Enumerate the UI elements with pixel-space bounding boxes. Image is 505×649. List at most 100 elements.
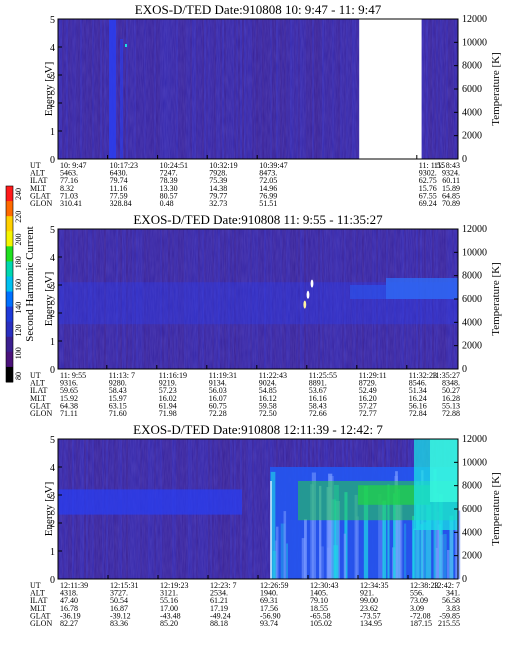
colorbar-swatch [6,306,13,323]
ephemeris-value: 79.10 [310,596,328,605]
ephemeris-table: UTALTILATMLTGLATGLON12:11:394318.47.4016… [30,575,460,628]
ephemeris-value: 72.50 [259,409,277,418]
ephemeris-row-label: GLAT [30,191,51,200]
ephemeris-value: 80.57 [160,191,178,200]
y-tick-label: 2 [50,519,55,530]
ephemeris-value: 15.76 [419,184,437,193]
colorbar-tick-label: 240 [14,188,23,200]
x-tick-label-ut: 10: 9:47 [60,161,86,170]
x-tick-label-ut: 11: 9:55 [60,371,86,380]
y2-tick-label: 0 [462,574,467,585]
ephemeris-value: 16.07 [209,394,227,403]
ephemeris-value: 1940. [260,589,278,598]
y-axis-temperature: 0 2000 4000 6000 8000 10000 12000 Temperature [… [454,14,502,165]
x-tick-label-ut: 11:32:23 [409,371,437,380]
ephemeris-value: 6430. [110,169,128,178]
ephemeris-value: 3.09 [410,604,424,613]
x-tick-label-ut: 11:22:43 [259,371,287,380]
ephemeris-value: 71.11 [60,409,78,418]
y-axis-label: Energy [eV] [43,272,55,326]
ephemeris-row-label: ALT [30,589,45,598]
y-axis-energy: 0 1 2 3 4 5 Energy [eV] [43,15,62,166]
ephemeris-value: 56.03 [209,386,227,395]
ephemeris-value: 17.19 [210,604,228,613]
ephemeris-value: 58.43 [109,386,127,395]
ephemeris-value: 16.28 [442,394,460,403]
colorbar-tick-label: 220 [14,211,23,223]
x-tick-label-ut: 11: 8:43 [434,161,460,170]
ephemeris-value: 55.16 [160,596,178,605]
ephemeris-value: 13.30 [160,184,178,193]
ephemeris-value: 72.77 [359,409,377,418]
y2-tick-label: 8000 [462,61,482,72]
colorbar-swatch [6,186,13,202]
colorbar-tick-label: 160 [14,279,23,291]
ephemeris-value: -43.48 [160,611,181,620]
y2-tick-label: 2000 [462,131,482,142]
ephemeris-value: 17.00 [160,604,178,613]
ephemeris-row-label: ILAT [30,176,47,185]
ephemeris-value: 8729. [359,379,377,388]
y-tick-label: 1 [50,337,55,348]
ephemeris-value: 59.65 [60,386,78,395]
ephemeris-value: 67.55 [419,191,437,200]
ephemeris-row-label: GLON [30,619,52,628]
ephemeris-value: -73.57 [360,611,381,620]
ephemeris-value: 9324. [442,169,460,178]
y-axis-label: Energy [eV] [43,62,55,116]
colorbar-swatch [6,261,13,277]
ephemeris-value: 9280. [109,379,127,388]
panel-title: EXOS-D/TED Date:910808 11: 9:55 - 11:35:… [133,212,383,227]
ephemeris-value: -39.12 [110,611,131,620]
ephemeris-value: 83.36 [110,619,128,628]
x-tick-label-ut: 12:26:59 [260,581,288,590]
ephemeris-value: 16.20 [359,394,377,403]
ephemeris-value: 69.24 [419,199,437,208]
ephemeris-value: 8891. [309,379,327,388]
y-tick-label: 3 [50,281,55,292]
ephemeris-value: 7247. [160,169,178,178]
ephemeris-value: 55.13 [442,401,460,410]
ephemeris-value: 187.15 [410,619,432,628]
ephemeris-value: 16.24 [409,394,427,403]
ephemeris-value: 8546. [409,379,427,388]
ephemeris-value: 71.60 [109,409,127,418]
ephemeris-value: 16.16 [309,394,327,403]
ephemeris-value: 73.09 [410,596,428,605]
ephemeris-value: 7928. [209,169,227,178]
ephemeris-value: 62.75 [419,176,437,185]
y2-tick-label: 4000 [462,527,482,538]
ephemeris-value: 16.78 [60,604,78,613]
spectrogram-image [58,439,461,579]
ephemeris-value: 60.75 [209,401,227,410]
ephemeris-value: 17.56 [260,604,278,613]
ephemeris-value: 8348. [442,379,460,388]
y2-tick-label: 12000 [462,434,487,445]
spectrogram-panel-3: EXOS-D/TED Date:910808 12:11:39 - 12:42:… [30,422,502,628]
ephemeris-value: 75.39 [209,176,227,185]
ephemeris-value: 15.92 [60,394,78,403]
spectrogram-panel-2: EXOS-D/TED Date:910808 11: 9:55 - 11:35:… [30,212,502,418]
ephemeris-value: 93.74 [260,619,278,628]
colorbar-swatch [6,276,13,293]
y-tick-label: 4 [50,43,55,54]
panel-title: EXOS-D/TED Date:910808 12:11:39 - 12:42:… [133,422,383,437]
ephemeris-value: 63.15 [109,401,127,410]
ephemeris-value: 0.48 [160,199,174,208]
x-tick-label-ut: 12:23: 7 [210,581,236,590]
ephemeris-value: 2534. [210,589,228,598]
y-tick-label: 5 [50,225,55,236]
y-tick-label: 0 [50,365,55,376]
colorbar-swatch [6,366,13,383]
ephemeris-row-label: ALT [30,379,45,388]
x-tick-label-ut: 12:30:43 [310,581,338,590]
y2-tick-label: 2000 [462,551,482,562]
colorbar-tick-label: 140 [14,302,23,314]
y-axis-temperature: 0 2000 4000 6000 8000 10000 12000 Temperature [… [454,224,502,375]
y2-tick-label: 0 [462,364,467,375]
x-tick-label-ut: 11:25:55 [309,371,337,380]
y-tick-label: 4 [50,253,55,264]
colorbar-label: Second Harmonic Current [24,226,36,341]
